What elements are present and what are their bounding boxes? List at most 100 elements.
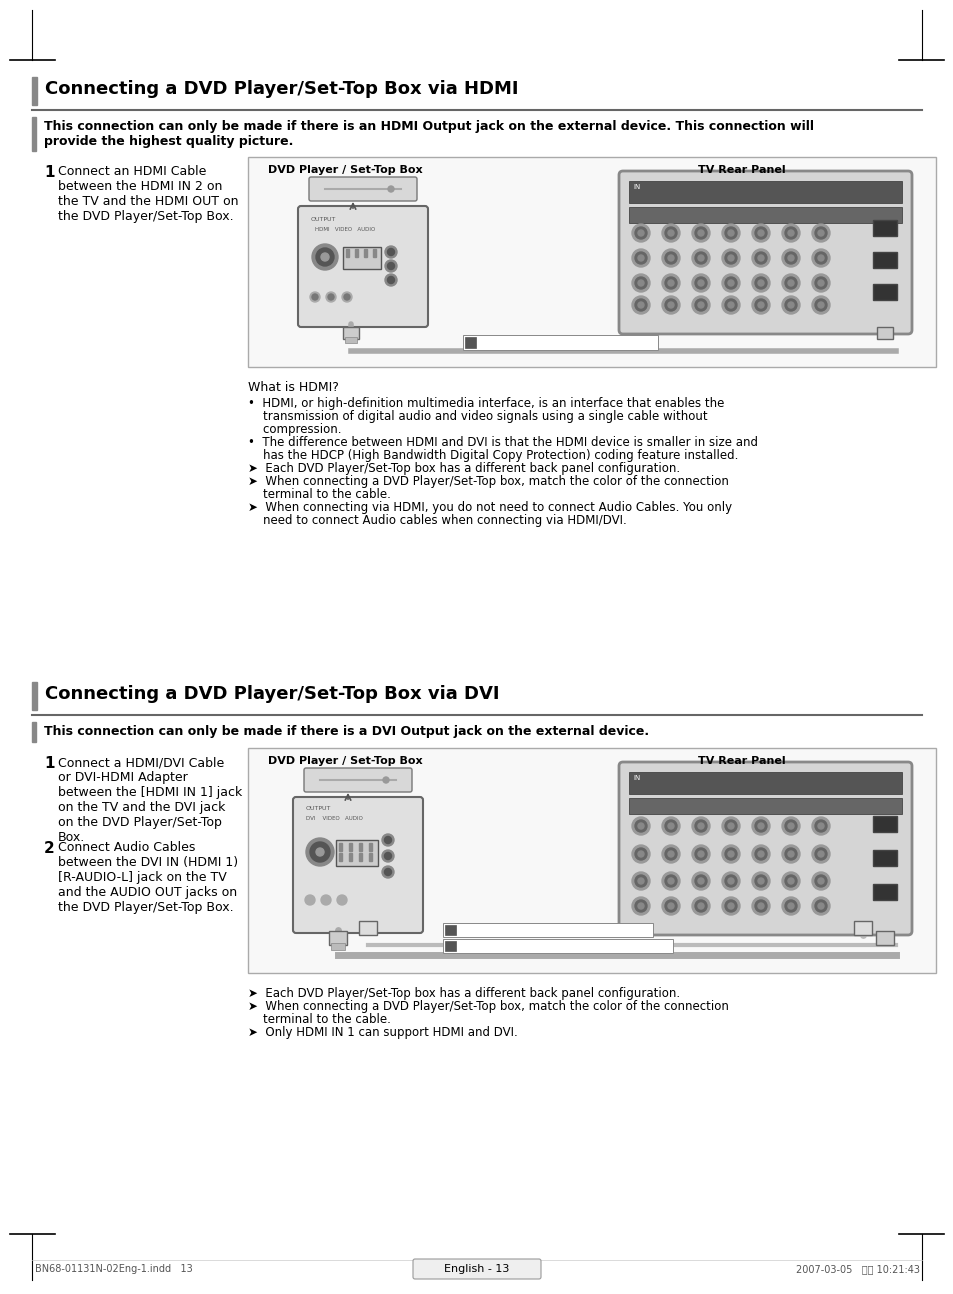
Circle shape bbox=[781, 897, 800, 915]
Circle shape bbox=[814, 875, 826, 886]
Bar bbox=[875, 930, 893, 945]
Bar bbox=[364, 248, 367, 258]
Circle shape bbox=[638, 851, 643, 857]
Circle shape bbox=[754, 252, 766, 264]
Circle shape bbox=[754, 226, 766, 239]
Text: HDMI Cable (Not supplied): HDMI Cable (Not supplied) bbox=[478, 336, 608, 347]
Text: •  HDMI, or high-definition multimedia interface, is an interface that enables t: • HDMI, or high-definition multimedia in… bbox=[248, 397, 723, 410]
Circle shape bbox=[664, 875, 677, 886]
Circle shape bbox=[661, 296, 679, 314]
Circle shape bbox=[811, 248, 829, 267]
Circle shape bbox=[664, 226, 677, 239]
Circle shape bbox=[754, 299, 766, 311]
Bar bbox=[355, 248, 357, 258]
Circle shape bbox=[811, 897, 829, 915]
Circle shape bbox=[784, 299, 796, 311]
Bar bbox=[345, 336, 356, 343]
Circle shape bbox=[751, 274, 769, 292]
Circle shape bbox=[814, 820, 826, 832]
Circle shape bbox=[724, 875, 737, 886]
Bar bbox=[343, 247, 380, 269]
Circle shape bbox=[698, 302, 703, 308]
Circle shape bbox=[787, 823, 793, 829]
Circle shape bbox=[638, 823, 643, 829]
Circle shape bbox=[811, 274, 829, 292]
Circle shape bbox=[664, 848, 677, 861]
Circle shape bbox=[724, 848, 737, 861]
Bar bbox=[876, 327, 892, 339]
Text: ➤  Each DVD Player/Set-Top box has a different back panel configuration.: ➤ Each DVD Player/Set-Top box has a diff… bbox=[248, 987, 679, 1000]
Circle shape bbox=[320, 254, 329, 261]
Circle shape bbox=[754, 901, 766, 912]
Text: English - 13: English - 13 bbox=[444, 1264, 509, 1275]
Circle shape bbox=[388, 186, 394, 192]
FancyBboxPatch shape bbox=[297, 206, 428, 327]
Circle shape bbox=[698, 823, 703, 829]
Circle shape bbox=[758, 280, 763, 286]
Circle shape bbox=[385, 274, 396, 286]
Circle shape bbox=[758, 302, 763, 308]
Circle shape bbox=[751, 872, 769, 890]
Circle shape bbox=[326, 292, 335, 302]
Circle shape bbox=[312, 245, 337, 270]
Circle shape bbox=[695, 875, 706, 886]
Bar bbox=[444, 941, 456, 951]
Text: 2007-03-05   오후 10:21:43: 2007-03-05 오후 10:21:43 bbox=[795, 1264, 919, 1275]
Text: OUTPUT: OUTPUT bbox=[311, 217, 336, 223]
Circle shape bbox=[724, 820, 737, 832]
Bar bbox=[248, 748, 935, 973]
Circle shape bbox=[698, 255, 703, 261]
Circle shape bbox=[814, 226, 826, 239]
Text: Audio Cable (Not supplied): Audio Cable (Not supplied) bbox=[458, 925, 589, 936]
Circle shape bbox=[664, 820, 677, 832]
Circle shape bbox=[811, 817, 829, 835]
Circle shape bbox=[787, 230, 793, 236]
Circle shape bbox=[387, 248, 395, 255]
Bar bbox=[373, 248, 375, 258]
Circle shape bbox=[721, 224, 740, 242]
FancyBboxPatch shape bbox=[309, 177, 416, 201]
Circle shape bbox=[781, 248, 800, 267]
Circle shape bbox=[754, 848, 766, 861]
Text: ➤  When connecting via HDMI, you do not need to connect Audio Cables. You only: ➤ When connecting via HDMI, you do not n… bbox=[248, 501, 731, 514]
Circle shape bbox=[698, 230, 703, 236]
Circle shape bbox=[727, 903, 733, 908]
Circle shape bbox=[751, 817, 769, 835]
Circle shape bbox=[664, 299, 677, 311]
Circle shape bbox=[691, 224, 709, 242]
Text: has the HDCP (High Bandwidth Digital Copy Protection) coding feature installed.: has the HDCP (High Bandwidth Digital Cop… bbox=[248, 449, 738, 462]
Circle shape bbox=[727, 851, 733, 857]
Circle shape bbox=[691, 845, 709, 863]
Circle shape bbox=[787, 851, 793, 857]
Circle shape bbox=[638, 302, 643, 308]
Circle shape bbox=[691, 897, 709, 915]
Bar bbox=[853, 921, 871, 936]
Circle shape bbox=[784, 820, 796, 832]
Circle shape bbox=[385, 246, 396, 258]
Circle shape bbox=[691, 274, 709, 292]
Circle shape bbox=[758, 823, 763, 829]
Text: •  The difference between HDMI and DVI is that the HDMI device is smaller in siz: • The difference between HDMI and DVI is… bbox=[248, 436, 758, 449]
Bar bbox=[329, 930, 347, 945]
Circle shape bbox=[721, 274, 740, 292]
Circle shape bbox=[787, 903, 793, 908]
Circle shape bbox=[306, 839, 334, 866]
Text: DVI    VIDEO   AUDIO: DVI VIDEO AUDIO bbox=[306, 817, 362, 820]
FancyBboxPatch shape bbox=[413, 1259, 540, 1278]
Circle shape bbox=[727, 823, 733, 829]
Text: ➤  When connecting a DVD Player/Set-Top box, match the color of the connection: ➤ When connecting a DVD Player/Set-Top b… bbox=[248, 1000, 728, 1013]
Circle shape bbox=[698, 903, 703, 908]
Text: HDMI/DVI Cable (Not supplied): HDMI/DVI Cable (Not supplied) bbox=[458, 941, 608, 951]
Bar bbox=[248, 157, 935, 367]
Circle shape bbox=[758, 255, 763, 261]
Circle shape bbox=[787, 879, 793, 884]
Circle shape bbox=[667, 230, 673, 236]
Text: ➤  Only HDMI IN 1 can support HDMI and DVI.: ➤ Only HDMI IN 1 can support HDMI and DV… bbox=[248, 1026, 517, 1039]
Circle shape bbox=[811, 224, 829, 242]
Circle shape bbox=[691, 248, 709, 267]
Circle shape bbox=[754, 820, 766, 832]
Circle shape bbox=[811, 296, 829, 314]
FancyBboxPatch shape bbox=[618, 762, 911, 936]
Circle shape bbox=[661, 248, 679, 267]
Text: need to connect Audio cables when connecting via HDMI/DVI.: need to connect Audio cables when connec… bbox=[248, 514, 626, 527]
